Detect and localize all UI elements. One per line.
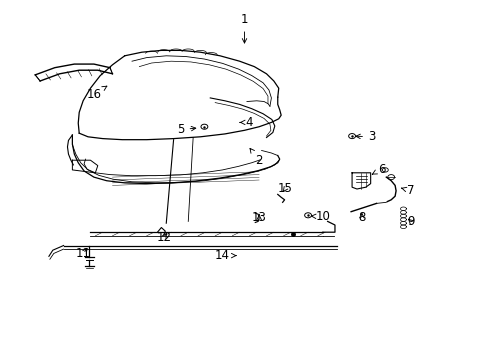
Text: 9: 9	[406, 215, 414, 228]
Text: 16: 16	[86, 86, 107, 101]
Text: 14: 14	[215, 249, 236, 262]
Text: 15: 15	[277, 183, 292, 195]
Text: 12: 12	[156, 231, 171, 244]
Text: 10: 10	[311, 210, 329, 223]
Text: 11: 11	[76, 247, 90, 260]
Text: 13: 13	[251, 211, 266, 224]
Text: 1: 1	[240, 13, 248, 43]
Text: 4: 4	[240, 116, 253, 129]
Text: 3: 3	[355, 130, 375, 143]
Text: 8: 8	[357, 211, 365, 224]
Text: 7: 7	[401, 184, 414, 197]
Text: 5: 5	[177, 123, 195, 136]
Text: 6: 6	[371, 163, 385, 176]
Text: 2: 2	[249, 148, 263, 167]
